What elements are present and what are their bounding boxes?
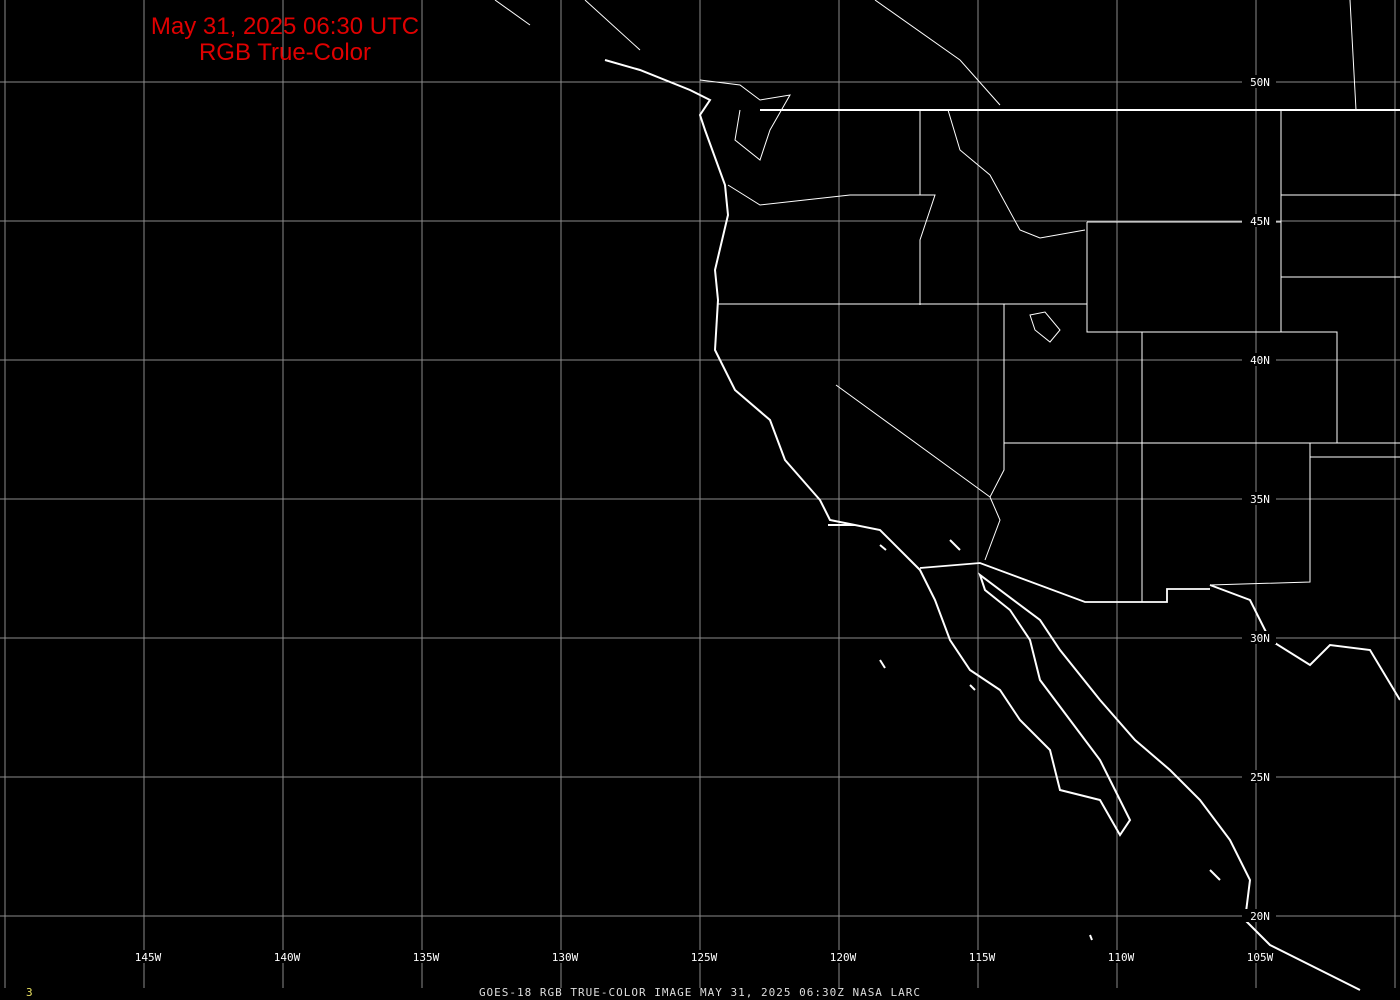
lon-label: 145W — [135, 951, 162, 964]
lon-label: 125W — [691, 951, 718, 964]
title-product: RGB True-Color — [198, 39, 372, 66]
mexico-border — [919, 562, 1210, 603]
lon-label: 130W — [552, 951, 579, 964]
lon-label: 135W — [413, 951, 440, 964]
lon-label: 115W — [969, 951, 996, 964]
lat-label: 25N — [1250, 771, 1270, 784]
lon-label: 105W — [1247, 951, 1274, 964]
lon-label: 120W — [830, 951, 857, 964]
canada-province-line — [494, 0, 1357, 111]
grid-labels: 145W 140W 135W 130W 125W 120W 115W 110W 105W 50N 4… — [127, 75, 1276, 964]
lat-label: 50N — [1250, 76, 1270, 89]
coastline-pacific — [604, 59, 1361, 991]
lat-label: 40N — [1250, 354, 1270, 367]
lat-label: 45N — [1250, 215, 1270, 228]
great-salt-lake — [1029, 311, 1061, 343]
state-borders — [718, 109, 1400, 602]
frame-number: 3 — [26, 986, 33, 999]
boundaries — [494, 0, 1400, 991]
lon-label: 110W — [1108, 951, 1135, 964]
image-title: May 31, 2025 06:30 UTC RGB True-Color — [150, 14, 420, 66]
lat-label: 20N — [1250, 910, 1270, 923]
lon-label: 140W — [274, 951, 301, 964]
title-date: May 31, 2025 06:30 UTC — [150, 13, 420, 40]
footer-caption: GOES-18 RGB TRUE-COLOR IMAGE MAY 31, 202… — [478, 986, 922, 999]
coastline-gulf — [1209, 584, 1400, 701]
lat-label: 30N — [1250, 632, 1270, 645]
puget-sound — [699, 79, 791, 161]
lat-label: 35N — [1250, 493, 1270, 506]
channel-islands — [828, 524, 1221, 941]
